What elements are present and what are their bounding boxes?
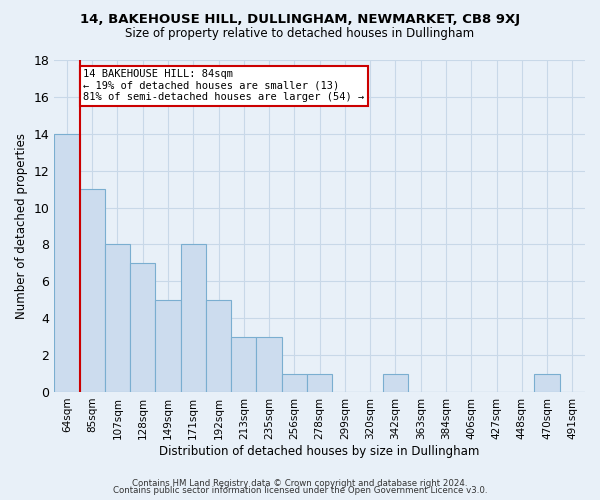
Text: Size of property relative to detached houses in Dullingham: Size of property relative to detached ho… [125,28,475,40]
Bar [535,374,560,392]
Bar [80,189,105,392]
Bar [282,374,307,392]
Bar [307,374,332,392]
X-axis label: Distribution of detached houses by size in Dullingham: Distribution of detached houses by size … [160,444,480,458]
Bar [130,263,155,392]
Bar [206,300,231,392]
Bar [155,300,181,392]
Bar [54,134,80,392]
Text: Contains HM Land Registry data © Crown copyright and database right 2024.: Contains HM Land Registry data © Crown c… [132,478,468,488]
Bar [181,244,206,392]
Bar [383,374,408,392]
Bar [256,336,282,392]
Text: 14 BAKEHOUSE HILL: 84sqm
← 19% of detached houses are smaller (13)
81% of semi-d: 14 BAKEHOUSE HILL: 84sqm ← 19% of detach… [83,69,365,102]
Text: 14, BAKEHOUSE HILL, DULLINGHAM, NEWMARKET, CB8 9XJ: 14, BAKEHOUSE HILL, DULLINGHAM, NEWMARKE… [80,12,520,26]
Bar [105,244,130,392]
Text: Contains public sector information licensed under the Open Government Licence v3: Contains public sector information licen… [113,486,487,495]
Y-axis label: Number of detached properties: Number of detached properties [15,133,28,319]
Bar [231,336,256,392]
